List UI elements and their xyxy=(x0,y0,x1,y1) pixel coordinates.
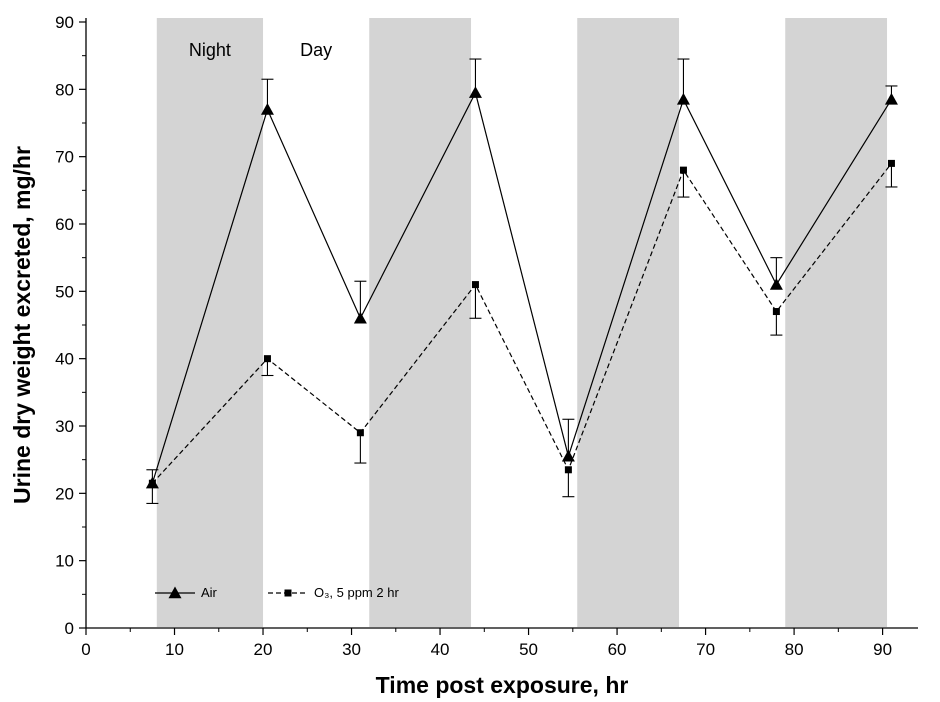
x-tick-label-10: 10 xyxy=(165,640,184,659)
data-point-ozone-4 xyxy=(471,281,479,289)
night-band-1 xyxy=(156,18,264,627)
y-tick-label-60: 60 xyxy=(55,215,74,234)
series-ozone xyxy=(146,159,898,504)
x-tick-label-0: 0 xyxy=(81,640,90,659)
data-point-air-2 xyxy=(260,103,274,115)
x-tick-label-60: 60 xyxy=(608,640,627,659)
x-tick-label-90: 90 xyxy=(873,640,892,659)
data-point-ozone-6 xyxy=(679,166,687,174)
x-tick-label-40: 40 xyxy=(431,640,450,659)
band-label-day: Day xyxy=(300,40,332,60)
y-tick-label-10: 10 xyxy=(55,552,74,571)
data-point-ozone-1 xyxy=(148,479,156,487)
legend-label-air: Air xyxy=(201,585,218,600)
y-axis-title: Urine dry weight excreted, mg/hr xyxy=(9,146,35,504)
legend-label-ozone: O₃, 5 ppm 2 hr xyxy=(314,585,399,600)
legend-marker-air xyxy=(168,586,182,599)
x-tick-label-80: 80 xyxy=(785,640,804,659)
y-tick-label-0: 0 xyxy=(65,619,74,638)
y-tick-label-50: 50 xyxy=(55,282,74,301)
y-tick-label-70: 70 xyxy=(55,148,74,167)
data-point-ozone-2 xyxy=(263,355,271,363)
night-bands xyxy=(156,18,888,627)
data-point-air-8 xyxy=(884,92,898,105)
x-tick-label-70: 70 xyxy=(696,640,715,659)
x-tick-label-30: 30 xyxy=(342,640,361,659)
axes xyxy=(85,18,918,629)
band-label-night: Night xyxy=(189,40,231,60)
data-point-ozone-5 xyxy=(564,466,572,474)
data-point-ozone-8 xyxy=(887,159,895,167)
band-labels: Night Day xyxy=(189,40,332,60)
x-tick-label-50: 50 xyxy=(519,640,538,659)
data-point-air-4 xyxy=(468,86,482,98)
data-point-ozone-7 xyxy=(772,308,780,316)
data-point-air-5 xyxy=(561,449,575,462)
y-tick-label-30: 30 xyxy=(55,417,74,436)
y-tick-label-80: 80 xyxy=(55,80,74,99)
data-point-air-6 xyxy=(676,92,690,105)
legend: Air O₃, 5 ppm 2 hr xyxy=(155,585,399,600)
x-axis-title: Time post exposure, hr xyxy=(376,672,629,698)
series-line-ozone xyxy=(151,163,892,484)
y-axis-ticks: 0 10 20 30 40 50 60 70 80 90 xyxy=(55,13,86,638)
y-tick-label-90: 90 xyxy=(55,13,74,32)
x-tick-label-20: 20 xyxy=(254,640,273,659)
data-point-ozone-3 xyxy=(356,429,364,437)
data-point-air-7 xyxy=(769,278,783,290)
y-tick-label-20: 20 xyxy=(55,484,74,503)
legend-marker-ozone xyxy=(284,589,292,597)
data-point-air-3 xyxy=(353,311,367,324)
x-axis-ticks: 0 10 20 30 40 50 60 70 80 90 xyxy=(81,628,892,659)
night-band-3 xyxy=(577,18,680,627)
series-layer xyxy=(145,58,898,504)
y-tick-label-40: 40 xyxy=(55,350,74,369)
night-band-2 xyxy=(369,18,472,627)
series-line-air xyxy=(151,91,892,484)
night-band-4 xyxy=(785,18,888,627)
